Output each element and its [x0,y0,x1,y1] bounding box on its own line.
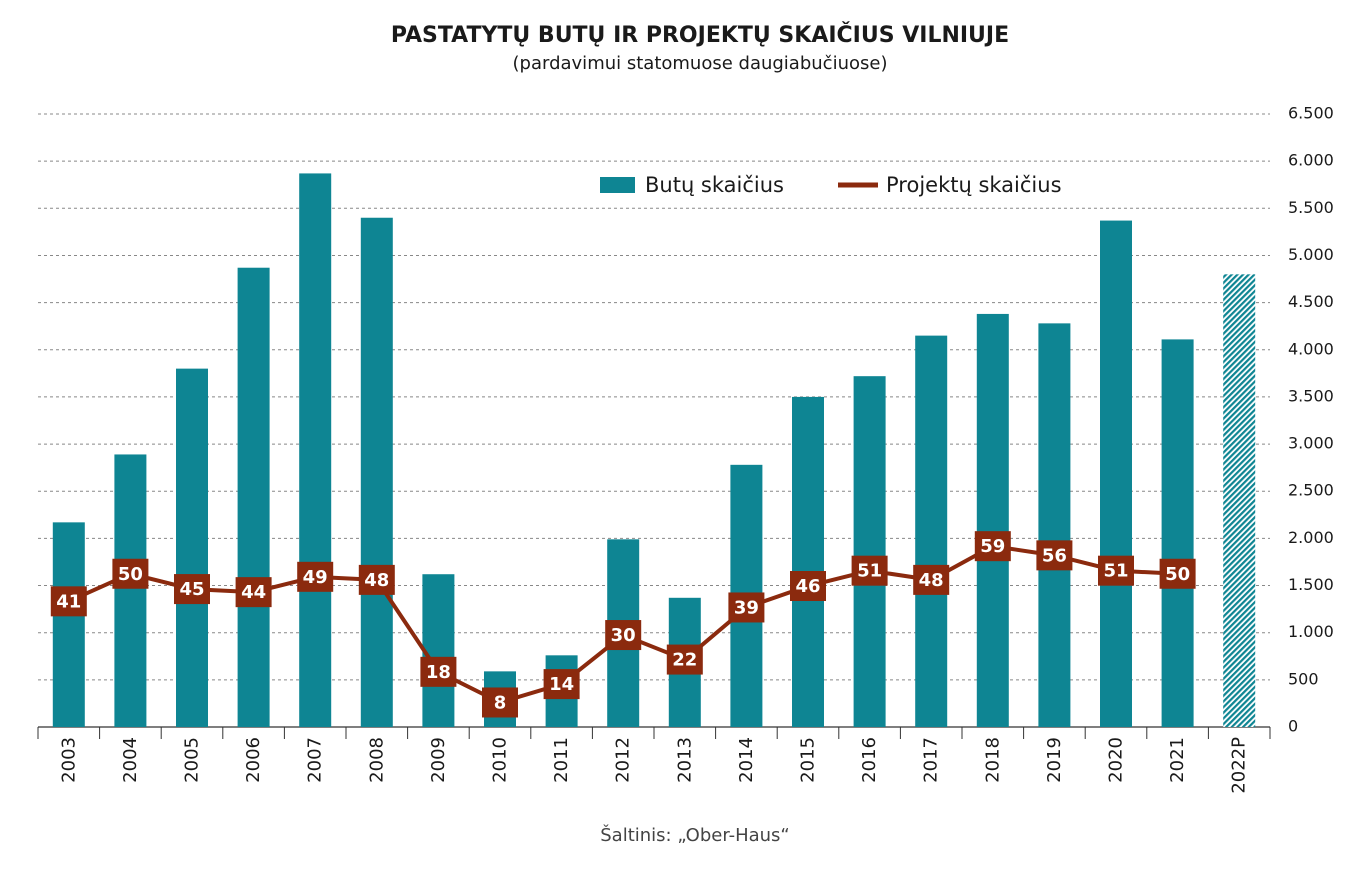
bar [1161,339,1194,727]
y-tick-label: 1.500 [1288,575,1334,594]
y-tick-label: 6.000 [1288,151,1334,170]
y-tick-label: 2.500 [1288,481,1334,500]
bar [915,335,948,727]
legend-swatch [600,177,635,193]
bar [52,522,85,727]
y-tick-label: 500 [1288,669,1319,688]
point-label-box [605,620,642,651]
point-label: 49 [303,567,328,588]
y-tick-label: 3.000 [1288,434,1334,453]
point-label: 8 [494,692,507,713]
chart-title: PASTATYTŲ BUTŲ IR PROJEKTŲ SKAIČIUS VILN… [391,22,1009,48]
x-tick-label: 2006 [243,737,264,783]
point-label: 59 [980,536,1005,557]
bar [976,313,1009,727]
x-tick-label: 2005 [182,737,203,783]
point-label-box [112,558,149,589]
point-label: 46 [795,576,820,597]
point-label-box [174,574,210,605]
point-label-box [790,571,826,602]
point-label-box [974,531,1011,562]
legend-label: Projektų skaičius [886,173,1062,197]
y-tick-label: 5.000 [1288,245,1334,264]
y-tick-label: 4.500 [1288,292,1334,311]
point-label: 56 [1042,545,1067,566]
legend-label: Butų skaičius [645,173,784,197]
point-label: 14 [549,674,574,695]
point-label-box [420,656,457,687]
bar [299,173,332,728]
point-label: 44 [241,582,266,603]
point-label: 45 [179,579,204,600]
x-tick-label: 2016 [859,737,880,783]
y-tick-label: 1.000 [1288,622,1334,641]
point-label: 41 [56,591,81,612]
point-label-box [1098,555,1134,586]
y-tick-label: 0 [1288,717,1298,736]
point-label: 48 [919,570,944,591]
bar [1223,274,1256,727]
y-tick-label: 4.000 [1288,339,1334,358]
x-tick-label: 2007 [305,737,326,783]
point-label: 48 [364,570,389,591]
x-tick-label: 2014 [736,737,757,783]
point-label-box [666,644,703,675]
point-label-box [728,592,765,623]
point-label-box [482,687,518,718]
x-tick-label: 2009 [428,737,449,783]
bar [1100,220,1132,727]
point-label: 51 [1103,561,1128,582]
y-tick-label: 3.500 [1288,386,1334,405]
point-label-box [50,586,87,617]
point-label-box [297,561,334,592]
point-label-box [543,669,580,700]
x-tick-label: 2017 [921,737,942,783]
point-label: 50 [118,564,143,585]
point-label-box [1159,558,1196,589]
bar [360,217,393,727]
x-tick-label: 2022P [1229,737,1250,794]
bar [422,574,455,727]
point-label-box [358,564,395,595]
x-tick-label: 2018 [982,737,1003,783]
x-tick-label: 2020 [1106,737,1127,783]
x-tick-label: 2019 [1044,737,1065,783]
bar [237,267,270,727]
point-label-box [851,555,888,586]
bar [176,368,208,727]
x-tick-label: 2015 [798,737,819,783]
y-tick-label: 2.000 [1288,528,1334,547]
chart-subtitle: (pardavimui statomuose daugiabučiuose) [513,53,888,74]
point-label-box [235,577,272,608]
x-tick-label: 2021 [1167,737,1188,783]
bar [1038,323,1071,727]
x-tick-label: 2013 [674,737,695,783]
x-tick-label: 2004 [120,737,141,783]
point-label: 18 [426,662,451,683]
x-tick-label: 2003 [58,737,79,783]
point-label: 39 [734,597,759,618]
bar [114,454,147,727]
point-label: 30 [611,625,636,646]
point-label: 50 [1165,564,1190,585]
source: Šaltinis: „Ober-Haus“ [600,824,790,846]
y-tick-label: 6.500 [1288,104,1334,123]
x-tick-label: 2011 [551,737,572,783]
bar [792,396,824,727]
point-label: 22 [672,650,697,671]
point-label-box [1036,540,1073,571]
x-tick-label: 2008 [366,737,387,783]
x-tick-label: 2010 [490,737,511,783]
point-label: 51 [857,561,882,582]
point-label-box [913,564,950,595]
x-tick-label: 2012 [613,737,634,783]
bar [853,376,886,727]
y-tick-label: 5.500 [1288,198,1334,217]
